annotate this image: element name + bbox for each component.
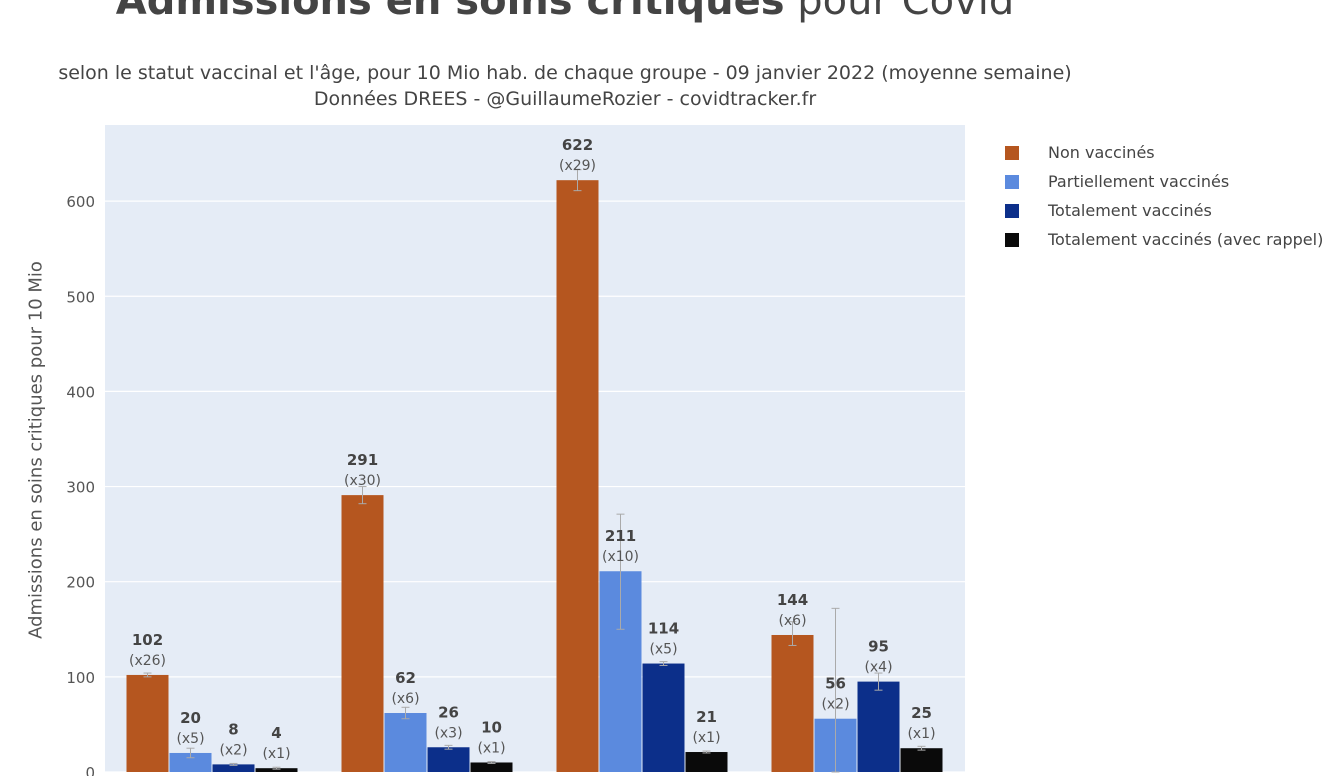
ratio-label: (x3) <box>434 725 462 741</box>
data-label: 62 <box>395 669 416 687</box>
data-label: 622 <box>562 136 593 154</box>
y-tick-label: 100 <box>66 669 95 687</box>
data-label: 26 <box>438 703 459 721</box>
ratio-label: (x6) <box>391 691 419 707</box>
ratio-label: (x5) <box>176 731 204 747</box>
legend: Non vaccinés Partiellement vaccinés Totale… <box>1005 138 1323 254</box>
ratio-label: (x1) <box>907 726 935 742</box>
y-tick-label: 0 <box>85 764 95 776</box>
ratio-label: (x5) <box>649 642 677 658</box>
subtitle-line-2: Données DREES - @GuillaumeRozier - covid… <box>313 88 817 110</box>
bar <box>642 663 685 772</box>
legend-swatch <box>1005 232 1019 247</box>
ratio-label: (x29) <box>559 158 596 174</box>
ratio-label: (x6) <box>778 613 806 629</box>
data-label: 21 <box>696 708 717 726</box>
ratio-label: (x2) <box>821 697 849 713</box>
legend-label: Totalement vaccinés (avec rappel) <box>1048 230 1324 249</box>
data-label: 114 <box>648 620 679 638</box>
legend-swatch <box>1005 203 1019 218</box>
legend-item[interactable]: Totalement vaccinés (avec rappel) <box>1005 225 1323 254</box>
data-label: 8 <box>228 720 238 738</box>
bar <box>556 180 599 772</box>
legend-swatch <box>1005 145 1019 160</box>
y-tick-label: 300 <box>66 479 95 497</box>
legend-swatch <box>1005 174 1019 189</box>
plot-area <box>105 125 965 772</box>
bar <box>341 495 384 772</box>
bar <box>126 674 169 772</box>
ratio-label: (x10) <box>602 549 639 565</box>
ratio-label: (x26) <box>129 653 166 669</box>
bar <box>857 681 900 772</box>
legend-item[interactable]: Totalement vaccinés <box>1005 196 1323 225</box>
ratio-label: (x4) <box>864 660 892 676</box>
data-label: 25 <box>911 704 932 722</box>
legend-label: Partiellement vaccinés <box>1048 172 1230 191</box>
y-tick-label: 200 <box>66 574 95 592</box>
ratio-label: (x1) <box>692 730 720 746</box>
data-label: 291 <box>347 451 378 469</box>
bar <box>169 752 212 772</box>
bar <box>470 762 513 772</box>
chart-title: Admissions en soins critiques pour Covid <box>0 0 1130 24</box>
data-label: 144 <box>777 591 808 609</box>
legend-item[interactable]: Non vaccinés <box>1005 138 1323 167</box>
y-tick-label: 400 <box>66 383 95 401</box>
bar <box>427 747 470 772</box>
chart-title-bold: Admissions en soins critiques <box>115 0 785 24</box>
bar <box>212 764 255 772</box>
legend-item[interactable]: Partiellement vaccinés <box>1005 167 1323 196</box>
ratio-label: (x30) <box>344 473 381 489</box>
data-label: 211 <box>605 527 636 545</box>
bar <box>900 748 943 772</box>
chart-title-rest: pour Covid <box>784 0 1015 24</box>
ratio-label: (x1) <box>262 746 290 762</box>
chart-subtitle: selon le statut vaccinal et l'âge, pour … <box>0 60 1130 112</box>
ratio-label: (x1) <box>477 740 505 756</box>
data-label: 10 <box>481 718 502 736</box>
data-label: 4 <box>271 724 281 742</box>
legend-label: Non vaccinés <box>1048 143 1155 162</box>
data-label: 95 <box>868 638 889 656</box>
data-label: 102 <box>132 631 163 649</box>
bar <box>771 634 814 772</box>
bar <box>685 752 728 772</box>
bar <box>255 768 298 772</box>
y-tick-label: 500 <box>66 288 95 306</box>
bar <box>384 713 427 772</box>
data-label: 56 <box>825 675 846 693</box>
data-label: 20 <box>180 709 201 727</box>
subtitle-line-1: selon le statut vaccinal et l'âge, pour … <box>58 62 1072 84</box>
y-tick-label: 600 <box>66 193 95 211</box>
legend-label: Totalement vaccinés <box>1048 201 1212 220</box>
ratio-label: (x2) <box>219 742 247 758</box>
